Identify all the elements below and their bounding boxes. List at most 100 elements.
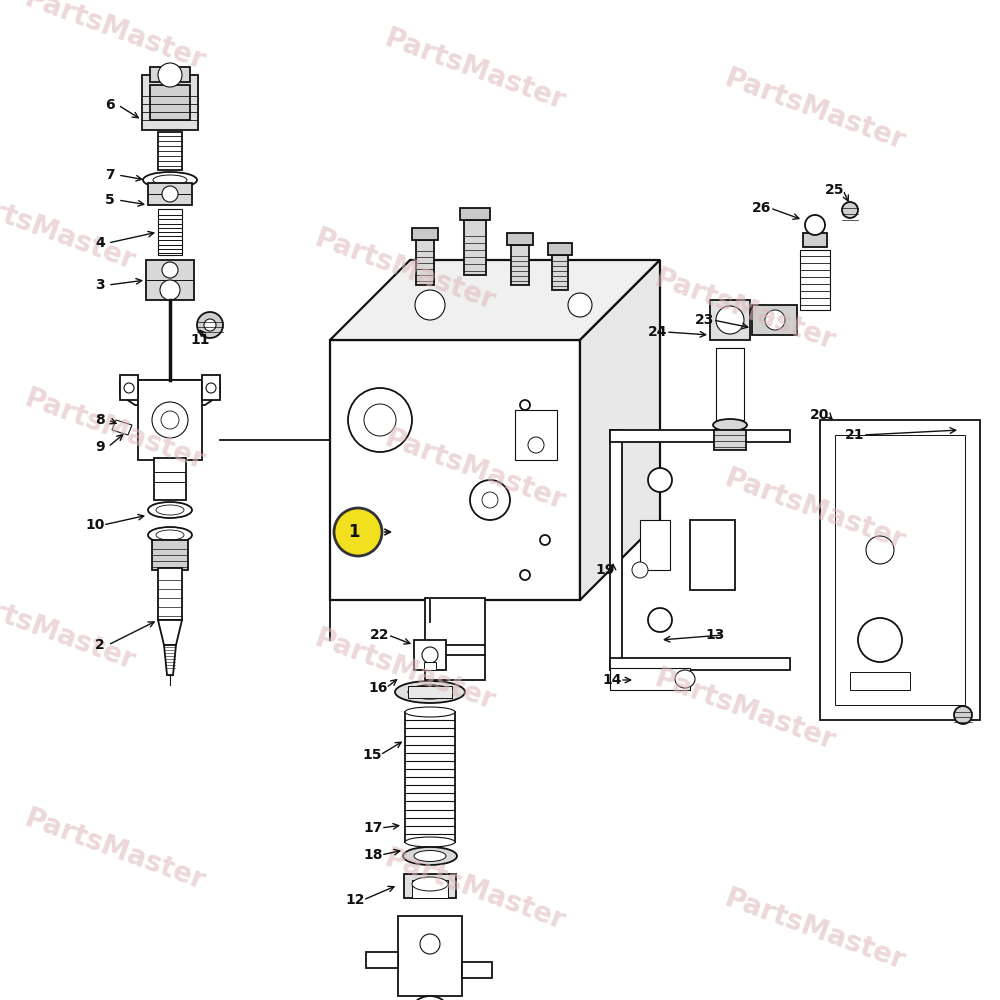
Bar (714, 430, 746, 450)
Ellipse shape (403, 847, 457, 865)
Text: 11: 11 (190, 333, 210, 347)
Circle shape (408, 996, 452, 1000)
Ellipse shape (405, 837, 455, 847)
Bar (610, 658, 790, 670)
Bar (552, 255, 568, 290)
Bar (425, 598, 485, 680)
Bar (515, 410, 557, 460)
Text: 3: 3 (95, 278, 105, 292)
Bar (850, 672, 910, 690)
Polygon shape (120, 380, 220, 405)
Bar (120, 375, 138, 400)
Ellipse shape (717, 430, 743, 440)
Bar (752, 305, 797, 335)
Text: PartsMaster: PartsMaster (0, 185, 139, 276)
Ellipse shape (408, 685, 452, 699)
Circle shape (160, 280, 180, 300)
Ellipse shape (414, 850, 446, 861)
Circle shape (197, 312, 223, 338)
Bar (414, 640, 446, 670)
Text: 21: 21 (845, 428, 865, 442)
Text: PartsMaster: PartsMaster (720, 65, 909, 156)
Bar (142, 75, 198, 130)
Bar (408, 686, 452, 698)
Circle shape (716, 306, 744, 334)
Circle shape (520, 400, 530, 410)
Bar (803, 233, 827, 247)
Circle shape (415, 290, 445, 320)
Text: 15: 15 (362, 748, 382, 762)
Text: 26: 26 (752, 201, 772, 215)
Polygon shape (158, 620, 182, 645)
Polygon shape (580, 260, 660, 600)
Text: PartsMaster: PartsMaster (650, 265, 839, 356)
Bar (610, 430, 790, 442)
Bar (202, 375, 220, 400)
Bar (158, 132, 182, 170)
Bar (610, 430, 622, 670)
Text: 4: 4 (95, 236, 105, 250)
Text: 9: 9 (95, 440, 105, 454)
Bar (412, 880, 448, 898)
Text: PartsMaster: PartsMaster (380, 425, 569, 516)
Circle shape (161, 411, 179, 429)
Bar (398, 916, 462, 996)
Text: PartsMaster: PartsMaster (380, 845, 569, 936)
Text: 5: 5 (105, 193, 115, 207)
Ellipse shape (412, 877, 448, 891)
Bar (511, 245, 529, 285)
Circle shape (206, 383, 216, 393)
Text: PartsMaster: PartsMaster (20, 385, 209, 476)
Circle shape (866, 536, 894, 564)
Ellipse shape (675, 670, 695, 688)
Bar (138, 380, 202, 460)
Bar (146, 260, 194, 300)
Circle shape (162, 186, 178, 202)
Circle shape (482, 492, 498, 508)
Bar (330, 340, 580, 600)
Bar (150, 67, 190, 82)
Text: 16: 16 (368, 681, 388, 695)
Bar (154, 458, 186, 500)
Bar (366, 952, 398, 968)
Circle shape (158, 63, 182, 87)
Circle shape (568, 293, 592, 317)
Circle shape (420, 934, 440, 954)
Text: 19: 19 (595, 563, 615, 577)
Bar (424, 662, 436, 670)
Bar (716, 348, 744, 420)
Text: 10: 10 (85, 518, 105, 532)
Bar (412, 228, 438, 240)
Bar (416, 240, 434, 285)
Text: 14: 14 (602, 673, 622, 687)
Circle shape (124, 383, 134, 393)
Circle shape (858, 618, 902, 662)
Ellipse shape (153, 175, 187, 185)
Circle shape (162, 262, 178, 278)
Bar (460, 208, 490, 220)
Polygon shape (330, 260, 660, 340)
Text: PartsMaster: PartsMaster (650, 665, 839, 756)
Ellipse shape (143, 172, 197, 188)
Ellipse shape (148, 527, 192, 543)
Text: 6: 6 (105, 98, 115, 112)
Text: 2: 2 (95, 638, 105, 652)
Circle shape (422, 647, 438, 663)
Text: 17: 17 (363, 821, 383, 835)
Text: PartsMaster: PartsMaster (720, 465, 909, 556)
Circle shape (364, 404, 396, 436)
Circle shape (765, 310, 785, 330)
Circle shape (954, 706, 972, 724)
Circle shape (648, 468, 672, 492)
Text: 22: 22 (370, 628, 390, 642)
Bar (610, 668, 690, 690)
Text: PartsMaster: PartsMaster (310, 625, 499, 716)
Bar (158, 209, 182, 255)
Circle shape (632, 562, 648, 578)
Text: 7: 7 (105, 168, 115, 182)
Circle shape (805, 215, 825, 235)
Text: 24: 24 (648, 325, 668, 339)
Text: PartsMaster: PartsMaster (20, 805, 209, 896)
Text: PartsMaster: PartsMaster (20, 0, 209, 76)
Text: 20: 20 (810, 408, 830, 422)
